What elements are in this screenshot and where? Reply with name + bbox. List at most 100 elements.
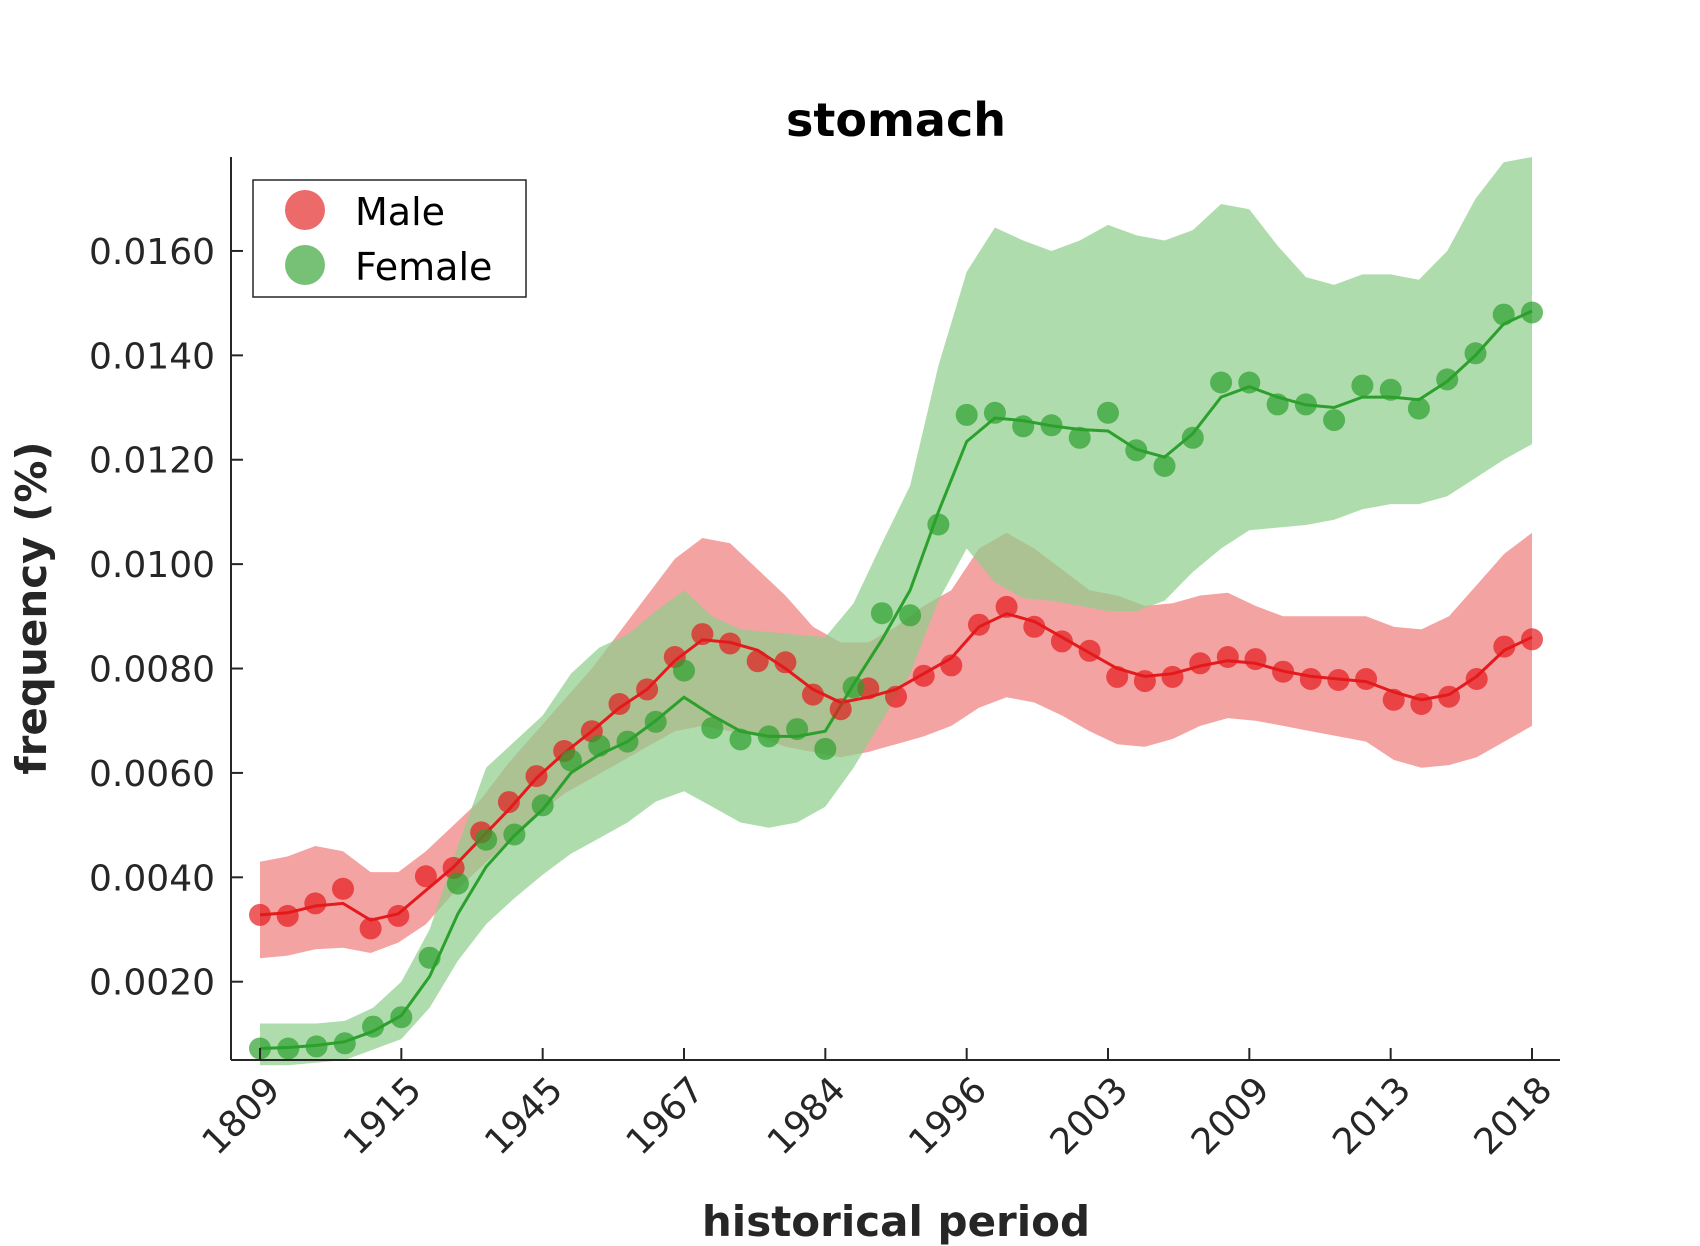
x-axis-label: historical period — [702, 1197, 1090, 1246]
point-male — [1272, 660, 1295, 683]
point-female — [475, 828, 498, 851]
point-female — [333, 1032, 356, 1055]
y-tick-label: 0.0140 — [89, 336, 215, 377]
legend-marker-female — [285, 245, 325, 285]
legend-marker-male — [285, 190, 325, 230]
point-female — [955, 403, 978, 426]
legend-label-female: Female — [355, 245, 492, 289]
chart-title: stomach — [786, 93, 1006, 147]
point-female — [757, 725, 780, 748]
point-female — [842, 676, 865, 699]
point-male — [1023, 615, 1046, 638]
point-female — [644, 710, 667, 733]
point-female — [305, 1035, 328, 1058]
point-female — [277, 1037, 300, 1060]
point-male — [1465, 668, 1488, 690]
point-female — [1379, 378, 1402, 401]
point-female — [362, 1015, 385, 1038]
point-male — [995, 595, 1018, 618]
point-male — [497, 791, 520, 814]
point-male — [1327, 669, 1350, 691]
point-male — [359, 917, 382, 940]
point-female — [588, 734, 611, 757]
legend-label-male: Male — [355, 190, 445, 234]
point-male — [304, 892, 327, 915]
point-male — [802, 683, 824, 706]
point-female — [673, 659, 695, 682]
point-male — [387, 904, 410, 927]
point-male — [1493, 635, 1516, 658]
point-female — [418, 946, 441, 969]
point-male — [912, 664, 935, 687]
point-male — [414, 865, 437, 888]
point-female — [1323, 409, 1346, 432]
point-female — [1266, 393, 1289, 416]
point-female — [1040, 414, 1063, 437]
y-tick-label: 0.0080 — [89, 650, 215, 691]
y-tick-label: 0.0160 — [89, 232, 215, 273]
point-male — [1244, 648, 1267, 671]
point-male — [774, 651, 797, 674]
line-female — [259, 309, 1533, 1050]
point-female — [1521, 301, 1543, 324]
point-male — [940, 654, 963, 677]
point-male — [249, 903, 271, 926]
point-female — [870, 602, 893, 625]
band-male — [260, 532, 1532, 959]
point-male — [1438, 685, 1460, 708]
point-female — [1012, 415, 1035, 438]
point-female — [1238, 371, 1261, 394]
y-tick-label: 0.0020 — [89, 963, 215, 1004]
point-male — [1521, 628, 1543, 651]
point-female — [1068, 426, 1091, 449]
point-female — [390, 1006, 413, 1029]
point-female — [1407, 397, 1430, 420]
point-male — [1299, 668, 1322, 690]
point-female — [701, 717, 724, 739]
series-points — [249, 301, 1543, 1060]
point-male — [1382, 688, 1405, 711]
point-male — [719, 632, 742, 655]
point-female — [899, 604, 922, 627]
point-male — [1078, 639, 1101, 662]
point-female — [729, 728, 752, 751]
y-tick-label: 0.0060 — [89, 754, 215, 795]
axes — [230, 157, 1560, 1061]
point-male — [276, 904, 299, 927]
point-female — [531, 794, 554, 817]
point-male — [1189, 652, 1212, 675]
point-female — [1181, 426, 1204, 449]
point-male — [332, 877, 354, 900]
point-female — [814, 737, 837, 760]
point-male — [1106, 665, 1129, 688]
point-female — [1436, 368, 1459, 391]
point-male — [968, 613, 990, 636]
point-female — [1210, 371, 1233, 394]
y-tick-label: 0.0100 — [89, 545, 215, 586]
point-female — [503, 823, 526, 846]
point-male — [691, 623, 714, 646]
point-male — [1410, 693, 1433, 715]
point-female — [983, 401, 1006, 424]
point-male — [1133, 670, 1156, 693]
point-male — [829, 698, 852, 721]
point-female — [1294, 393, 1317, 416]
point-female — [1351, 374, 1374, 397]
point-male — [1216, 646, 1239, 668]
point-male — [1161, 665, 1184, 688]
point-male — [1355, 668, 1378, 690]
point-female — [1097, 401, 1119, 424]
point-female — [1464, 342, 1487, 365]
point-female — [559, 749, 582, 772]
point-female — [616, 730, 639, 753]
point-male — [636, 678, 659, 701]
y-tick-label: 0.0120 — [89, 441, 215, 482]
point-female — [446, 872, 469, 895]
point-male — [608, 693, 631, 715]
point-female — [1492, 303, 1515, 326]
point-female — [786, 718, 809, 741]
y-axis-label: frequency (%) — [7, 441, 56, 774]
point-female — [927, 513, 950, 536]
point-male — [1050, 630, 1073, 653]
